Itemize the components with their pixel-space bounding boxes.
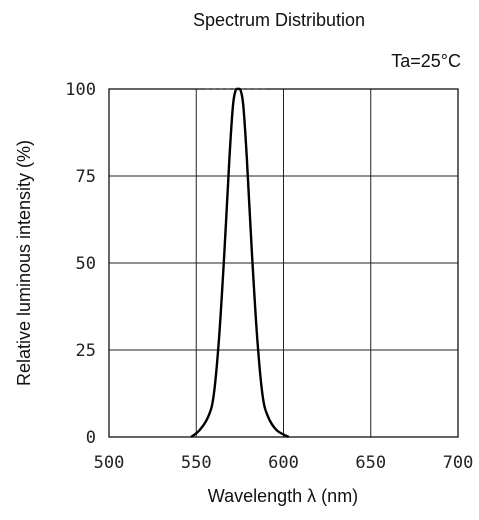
x-axis-ticks: 500 550 600 650 700 [94, 453, 474, 473]
x-tick-label: 550 [181, 453, 212, 473]
y-tick-label: 50 [76, 254, 96, 274]
spectrum-curve [190, 87, 290, 439]
y-tick-label: 75 [76, 167, 96, 187]
x-tick-label: 650 [355, 453, 386, 473]
x-tick-label: 600 [268, 453, 299, 473]
plot-frame [108, 88, 459, 438]
y-axis-ticks: 0 25 50 75 100 [65, 80, 96, 448]
grid [109, 89, 458, 437]
y-tick-label: 0 [86, 428, 96, 448]
temperature-annotation: Ta=25°C [391, 51, 461, 71]
y-axis-label: Relative luminous intensity (%) [14, 140, 34, 386]
chart-title: Spectrum Distribution [193, 10, 365, 30]
y-tick-label: 25 [76, 341, 96, 361]
y-tick-label: 100 [65, 80, 96, 100]
x-tick-label: 700 [443, 453, 474, 473]
x-tick-label: 500 [94, 453, 125, 473]
x-axis-label: Wavelength λ (nm) [208, 486, 358, 506]
